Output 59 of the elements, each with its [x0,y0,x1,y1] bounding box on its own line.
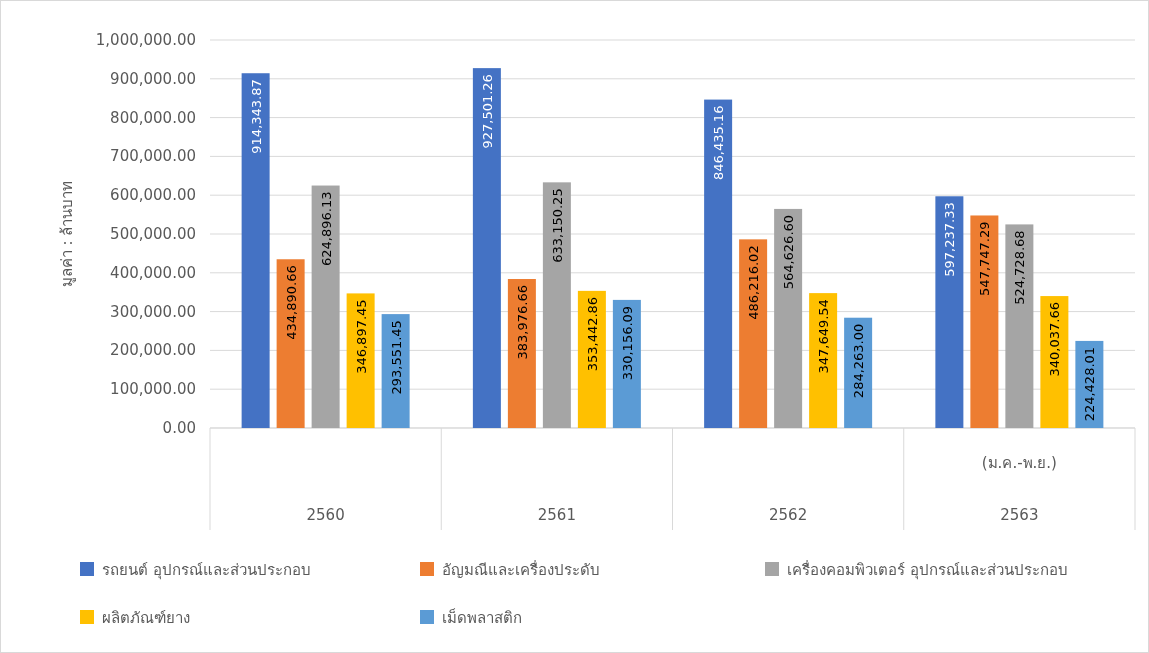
bar [311,185,340,428]
y-tick-label: 100,000.00 [110,380,196,399]
data-label: 330,156.09 [619,305,635,381]
bar [1005,224,1034,428]
data-label: 434,890.66 [283,265,299,340]
bar [739,239,768,428]
data-label: 293,551.45 [388,320,404,395]
data-label: 340,037.66 [1047,302,1063,377]
data-label: 347,649.54 [816,299,832,374]
bar [346,293,375,428]
data-label: 224,428.01 [1082,346,1098,422]
y-tick-label: 800,000.00 [110,108,196,127]
bar [276,259,305,428]
x-tick-label: 2562 [769,506,808,524]
data-label: 633,150.25 [549,188,565,263]
data-label: 524,728.68 [1012,230,1028,305]
legend-label: เม็ดพลาสติก [442,608,522,627]
data-label: 383,976.66 [514,285,530,360]
bar [970,215,999,428]
data-label: 597,237.33 [942,202,958,277]
bar [472,68,501,428]
bar [241,73,270,428]
bar [809,293,838,428]
data-label: 927,501.26 [479,74,495,149]
text: (ม.ค.-พ.ย.) [981,454,1057,472]
x-tick-label: 2560 [306,506,345,524]
data-label: 914,343.87 [248,79,264,154]
y-tick-label: 400,000.00 [110,263,196,282]
bar [1040,296,1069,428]
data-label: 346,897.45 [353,299,369,374]
data-label: 353,442.86 [584,296,600,372]
y-tick-label: 600,000.00 [110,186,196,205]
y-tick-label: 700,000.00 [110,147,196,166]
data-label: 846,435.16 [711,105,727,181]
y-tick-label: 1,000,000.00 [95,31,196,49]
y-tick-label: 900,000.00 [110,69,196,88]
data-label: 284,263.00 [851,323,867,399]
legend-label: อัญมณีและเครื่องประดับ [442,559,600,579]
data-label: 624,896.13 [318,191,334,266]
y-tick-label: 200,000.00 [110,341,196,360]
bar [935,196,964,428]
legend-label: ผลิตภัณฑ์ยาง [102,609,190,627]
y-tick-label: 300,000.00 [110,302,196,321]
data-label: 547,747.29 [977,221,993,296]
y-axis-title: มูลค่า : ล้านบาท [58,180,76,288]
y-tick-label: 500,000.00 [110,225,196,243]
bar [542,182,571,428]
y-tick-label: 0.00 [162,419,196,437]
data-label: 486,216.02 [746,245,762,320]
legend-label: รถยนต์ อุปกรณ์และส่วนประกอบ [102,561,311,580]
legend-label: เครื่องคอมพิวเตอร์ อุปกรณ์และส่วนประกอบ [787,559,1068,580]
x-tick-label: 2563 [1000,506,1039,524]
x-tick-label: 2561 [537,506,576,524]
bar [774,208,803,428]
data-label: 564,626.60 [781,214,797,290]
bar [612,299,641,428]
bar [507,279,536,428]
bar [704,99,733,428]
bar [577,290,606,428]
